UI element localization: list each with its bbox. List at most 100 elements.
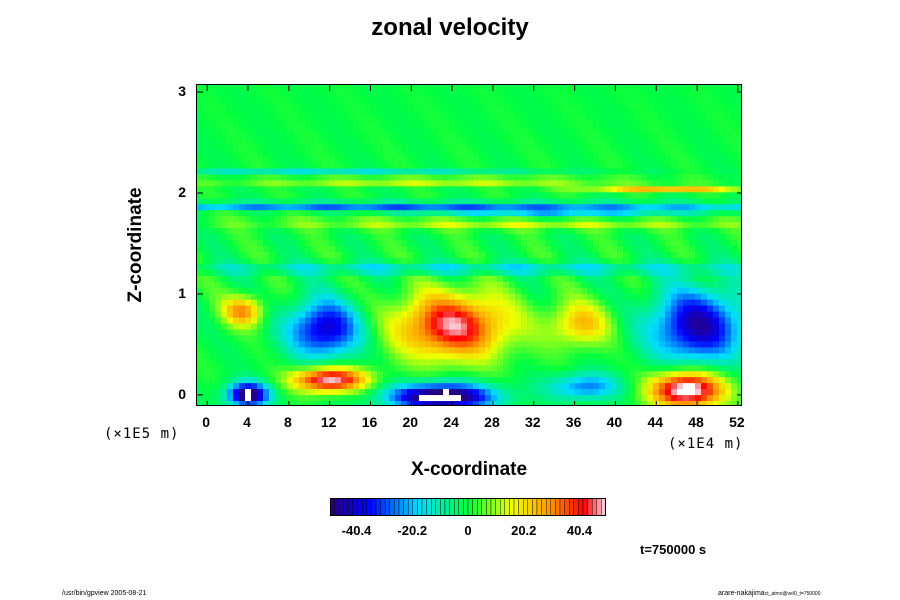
field-cell <box>389 90 396 98</box>
field-cell <box>323 275 330 283</box>
field-cell <box>593 341 600 348</box>
field-cell <box>719 341 726 348</box>
field-cell <box>473 222 480 229</box>
field-cell <box>719 150 726 158</box>
field-cell <box>413 144 420 152</box>
field-cell <box>323 198 330 205</box>
field-cell <box>647 96 654 104</box>
field-cell <box>431 353 438 360</box>
field-cell <box>401 102 408 110</box>
field-cell <box>383 365 390 372</box>
field-cell <box>437 305 444 313</box>
field-cell <box>671 246 678 253</box>
field-cell <box>245 257 252 265</box>
field-cell <box>623 251 630 259</box>
field-cell <box>497 335 504 342</box>
field-cell <box>365 85 372 92</box>
field-cell <box>605 228 612 235</box>
field-cell <box>233 281 240 289</box>
field-cell <box>371 186 378 193</box>
field-cell <box>497 162 504 170</box>
field-cell <box>275 299 282 307</box>
field-cell <box>347 108 354 116</box>
field-cell <box>209 156 216 164</box>
field-cell <box>251 156 258 164</box>
field-cell <box>257 204 264 211</box>
field-cell <box>275 305 282 313</box>
field-cell <box>647 204 654 211</box>
field-cell <box>425 275 432 283</box>
field-cell <box>203 329 210 337</box>
field-cell <box>497 234 504 241</box>
field-cell <box>659 132 666 140</box>
field-cell <box>611 389 618 396</box>
field-cell <box>335 120 342 128</box>
field-cell <box>599 132 606 140</box>
field-cell <box>341 162 348 170</box>
field-cell <box>641 257 648 265</box>
field-cell <box>341 138 348 146</box>
field-cell <box>209 96 216 104</box>
field-cell <box>725 246 732 253</box>
field-cell <box>725 329 732 337</box>
field-cell <box>671 287 678 295</box>
field-cell <box>521 389 528 396</box>
field-cell <box>455 234 462 241</box>
field-cell <box>587 204 594 211</box>
field-cell <box>677 162 684 170</box>
field-cell <box>407 120 414 128</box>
field-cell <box>545 251 552 259</box>
field-cell <box>461 359 468 366</box>
field-cell <box>347 132 354 140</box>
field-cell <box>611 126 618 134</box>
field-cell <box>335 281 342 289</box>
field-cell <box>635 263 642 271</box>
field-cell <box>491 353 498 360</box>
field-cell <box>623 287 630 295</box>
field-cell <box>299 317 306 325</box>
field-cell <box>545 371 552 378</box>
field-cell <box>371 383 378 390</box>
field-cell <box>437 108 444 116</box>
field-cell <box>647 257 654 265</box>
field-cell <box>671 144 678 152</box>
field-cell <box>515 216 522 223</box>
field-cell <box>281 174 288 181</box>
field-cell <box>737 102 741 110</box>
field-cell <box>731 90 738 98</box>
field-cell <box>269 383 276 390</box>
field-cell <box>503 120 510 128</box>
field-cell <box>701 156 708 164</box>
field-cell <box>293 251 300 259</box>
field-cell <box>377 383 384 390</box>
plot-area <box>196 84 742 406</box>
field-cell <box>365 383 372 390</box>
field-cell <box>257 347 264 354</box>
field-cell <box>437 126 444 134</box>
field-cell <box>593 186 600 193</box>
field-cell <box>377 401 384 405</box>
field-cell <box>605 251 612 259</box>
field-cell <box>245 150 252 158</box>
field-cell <box>263 359 270 366</box>
field-cell <box>623 299 630 307</box>
field-cell <box>389 311 396 319</box>
field-cell <box>497 210 504 217</box>
field-cell <box>299 341 306 348</box>
field-cell <box>311 198 318 205</box>
field-cell <box>347 335 354 342</box>
field-cell <box>503 85 510 92</box>
field-cell <box>629 144 636 152</box>
field-cell <box>485 162 492 170</box>
colorbar-segment <box>357 498 363 516</box>
field-cell <box>197 246 204 253</box>
field-cell <box>479 120 486 128</box>
field-cell <box>521 323 528 331</box>
field-cell <box>305 228 312 235</box>
field-cell <box>245 365 252 372</box>
field-cell <box>533 204 540 211</box>
field-cell <box>215 198 222 205</box>
field-cell <box>683 275 690 283</box>
field-cell <box>203 102 210 110</box>
field-cell <box>659 347 666 354</box>
